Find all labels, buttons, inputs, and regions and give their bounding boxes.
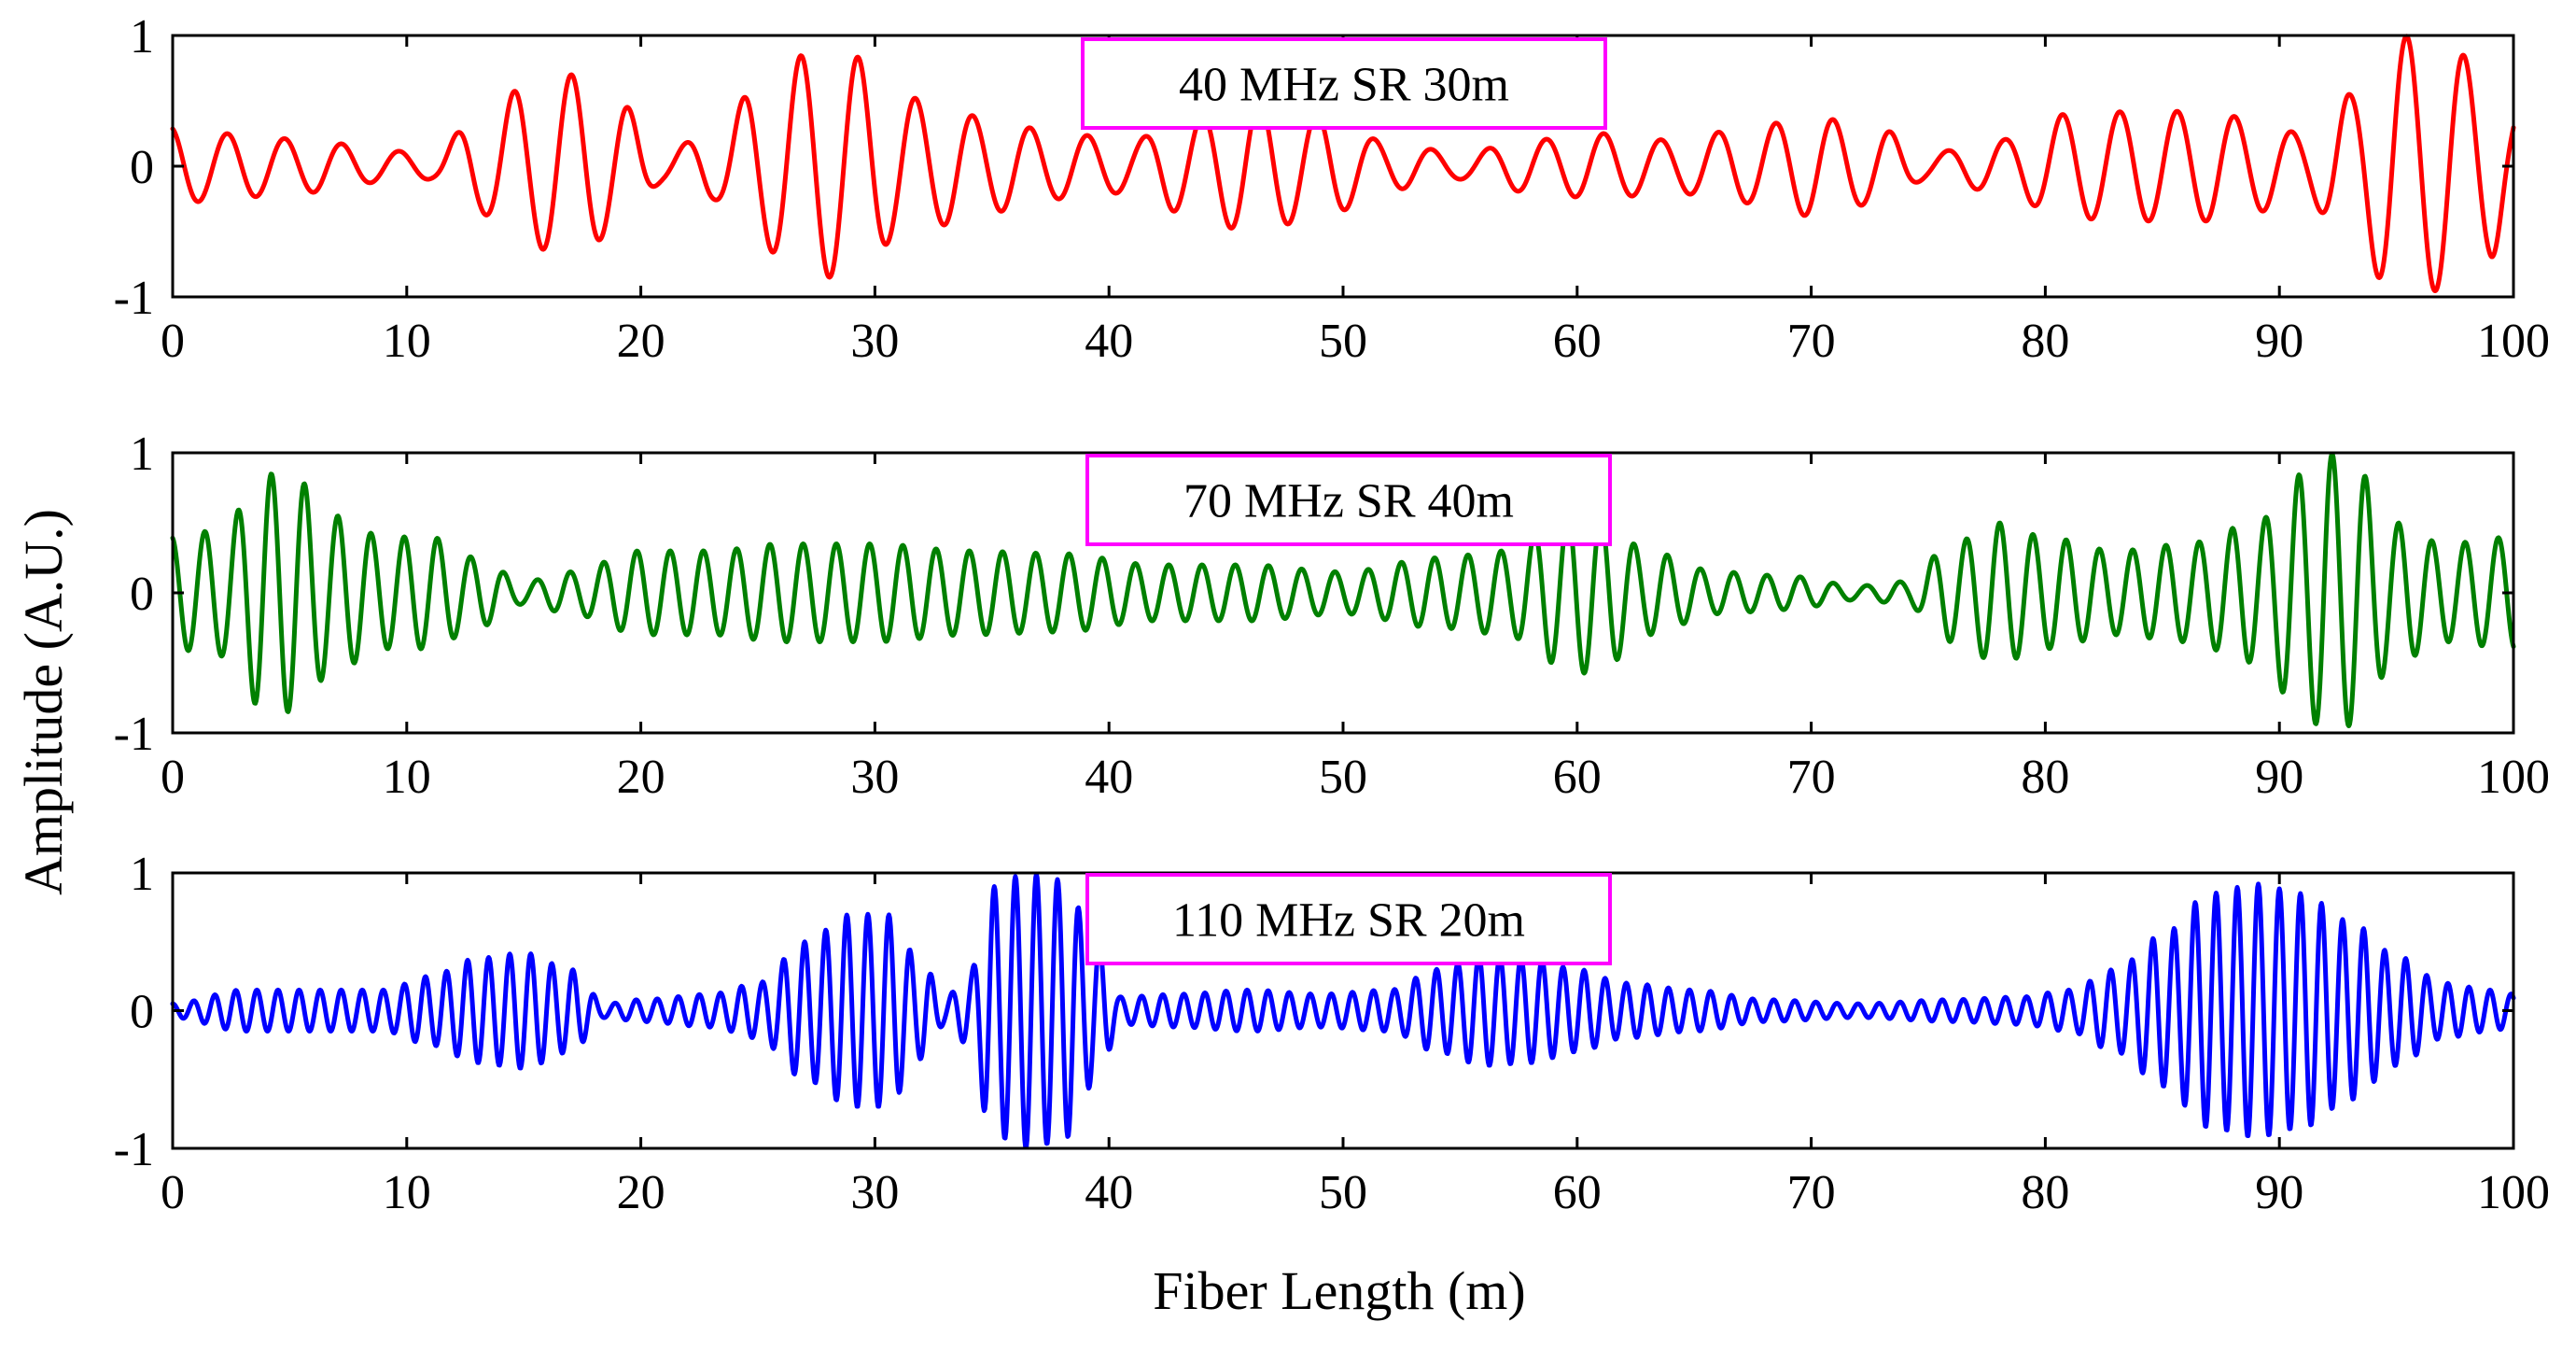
signal-line — [170, 34, 2516, 293]
x-tick-label: 10 — [383, 1166, 431, 1219]
x-tick-label: 30 — [850, 1166, 899, 1219]
x-tick-label: 90 — [2255, 751, 2303, 804]
x-tick-label: 50 — [1319, 1166, 1367, 1219]
annotation-label: 70 MHz SR 40m — [1183, 475, 1514, 528]
x-tick-label: 100 — [2477, 751, 2550, 804]
x-tick-label: 80 — [2021, 1166, 2069, 1219]
x-axis-title: Fiber Length (m) — [1153, 1260, 1525, 1321]
x-tick-label: 40 — [1085, 315, 1133, 368]
x-tick-label: 100 — [2477, 1166, 2550, 1219]
annotation-label: 110 MHz SR 20m — [1172, 894, 1525, 948]
x-tick-label: 60 — [1553, 1166, 1602, 1219]
x-tick-label: 20 — [617, 751, 665, 804]
y-axis-title: Amplitude (A.U.) — [13, 509, 74, 895]
x-tick-label: 0 — [161, 751, 185, 804]
y-tick-label: 0 — [130, 986, 154, 1039]
y-tick-label: 1 — [130, 10, 154, 63]
signal-line — [170, 452, 2516, 729]
annotation-label: 40 MHz SR 30m — [1179, 59, 1509, 112]
annotation-box — [1085, 454, 1612, 546]
y-tick-label: 1 — [130, 848, 154, 901]
x-tick-label: 70 — [1787, 751, 1836, 804]
x-tick-label: 30 — [850, 751, 899, 804]
x-tick-label: 20 — [617, 315, 665, 368]
y-tick-label: 1 — [130, 428, 154, 481]
x-tick-label: 0 — [161, 315, 185, 368]
x-tick-label: 70 — [1787, 1166, 1836, 1219]
y-tick-label: 0 — [130, 568, 154, 621]
x-tick-label: 70 — [1787, 315, 1836, 368]
signal-line — [170, 871, 2516, 1150]
x-tick-label: 40 — [1085, 751, 1133, 804]
x-tick-label: 90 — [2255, 315, 2303, 368]
y-tick-label: 0 — [130, 141, 154, 194]
x-tick-label: 100 — [2477, 315, 2550, 368]
x-tick-label: 50 — [1319, 751, 1367, 804]
annotation-box — [1085, 873, 1612, 965]
x-tick-label: 10 — [383, 751, 431, 804]
x-tick-label: 40 — [1085, 1166, 1133, 1219]
y-tick-label: -1 — [114, 1123, 154, 1176]
x-tick-label: 0 — [161, 1166, 185, 1219]
y-tick-label: -1 — [114, 708, 154, 761]
x-tick-label: 80 — [2021, 315, 2069, 368]
x-tick-label: 90 — [2255, 1166, 2303, 1219]
x-tick-label: 80 — [2021, 751, 2069, 804]
y-tick-label: -1 — [114, 272, 154, 325]
x-tick-label: 10 — [383, 315, 431, 368]
x-tick-label: 60 — [1553, 315, 1602, 368]
x-tick-label: 20 — [617, 1166, 665, 1219]
x-tick-label: 30 — [850, 315, 899, 368]
annotation-box — [1081, 37, 1607, 130]
x-tick-label: 50 — [1319, 315, 1367, 368]
x-tick-label: 60 — [1553, 751, 1602, 804]
